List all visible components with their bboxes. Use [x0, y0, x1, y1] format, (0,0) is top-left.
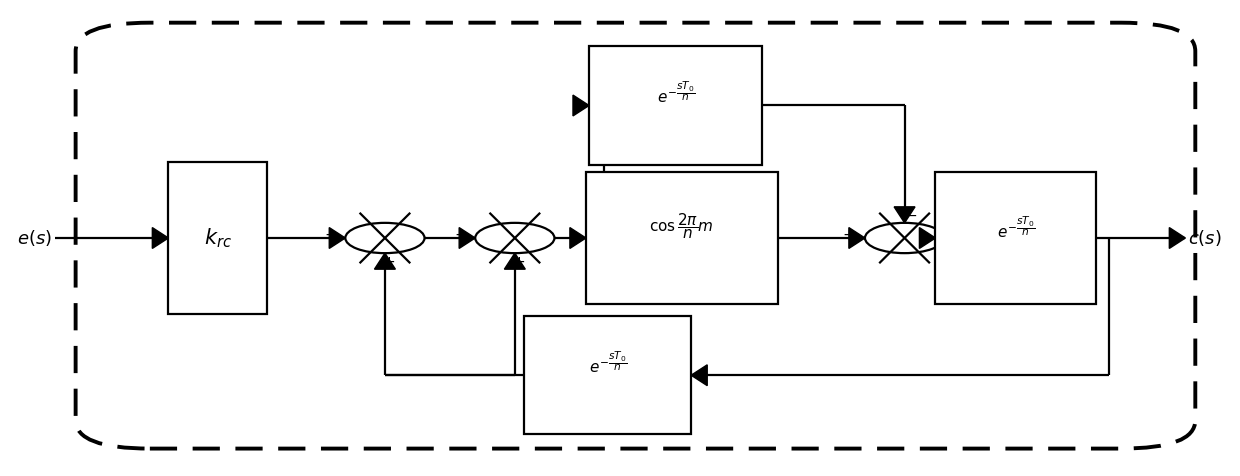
- Text: +: +: [382, 255, 396, 270]
- Circle shape: [345, 223, 424, 253]
- Text: $-$: $-$: [905, 208, 916, 221]
- Text: $\cos\dfrac{2\pi}{n}m$: $\cos\dfrac{2\pi}{n}m$: [650, 211, 714, 241]
- Text: $e^{-\dfrac{sT_0}{n}}$: $e^{-\dfrac{sT_0}{n}}$: [997, 216, 1035, 241]
- Text: $e^{-\dfrac{sT_0}{n}}$: $e^{-\dfrac{sT_0}{n}}$: [656, 81, 694, 106]
- Polygon shape: [505, 253, 526, 269]
- Polygon shape: [573, 95, 589, 116]
- Text: +: +: [842, 228, 856, 243]
- Text: $e^{-\dfrac{sT_0}{n}}$: $e^{-\dfrac{sT_0}{n}}$: [589, 351, 626, 376]
- Text: $k_{rc}$: $k_{rc}$: [203, 226, 232, 250]
- Polygon shape: [849, 228, 866, 248]
- Text: +: +: [512, 255, 525, 270]
- FancyBboxPatch shape: [587, 172, 777, 304]
- Polygon shape: [153, 228, 169, 248]
- FancyBboxPatch shape: [169, 162, 268, 314]
- FancyBboxPatch shape: [935, 172, 1096, 304]
- Text: $c(s)$: $c(s)$: [1188, 228, 1223, 248]
- Polygon shape: [459, 228, 475, 248]
- Circle shape: [475, 223, 554, 253]
- Text: $e(s)$: $e(s)$: [17, 228, 52, 248]
- Polygon shape: [374, 253, 396, 269]
- Circle shape: [866, 223, 944, 253]
- Polygon shape: [691, 365, 707, 386]
- FancyBboxPatch shape: [525, 316, 691, 435]
- Polygon shape: [1169, 228, 1185, 248]
- Text: +: +: [324, 228, 337, 243]
- Text: +: +: [454, 228, 466, 243]
- Polygon shape: [570, 228, 587, 248]
- Polygon shape: [330, 228, 345, 248]
- FancyBboxPatch shape: [589, 46, 763, 165]
- Polygon shape: [919, 228, 935, 248]
- Polygon shape: [894, 207, 915, 223]
